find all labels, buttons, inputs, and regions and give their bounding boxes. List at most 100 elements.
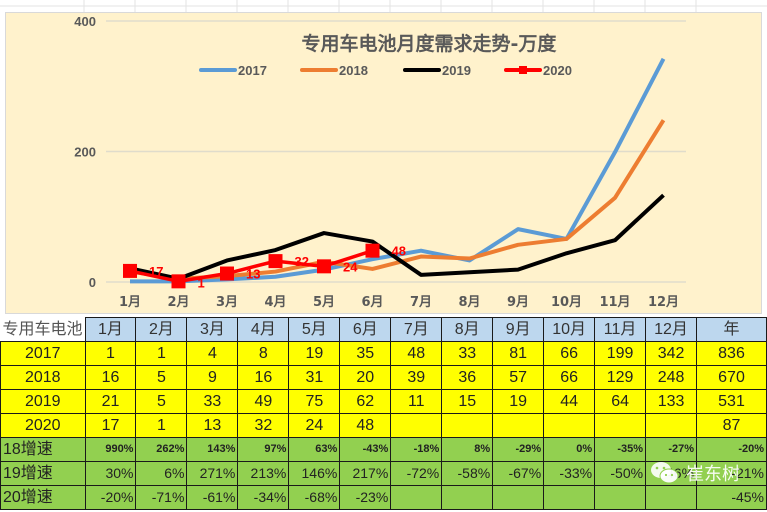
table-cell[interactable]: 1 (135, 413, 188, 438)
table-cell[interactable]: 75 (288, 389, 341, 414)
table-cell[interactable]: -23% (339, 485, 392, 510)
table-cell[interactable]: -33% (543, 461, 596, 486)
legend-item-2020[interactable]: 2020 (504, 63, 572, 78)
column-header[interactable]: 1月 (84, 317, 137, 342)
table-cell[interactable] (645, 485, 698, 510)
table-cell[interactable]: 87 (696, 413, 767, 438)
table-cell[interactable]: 36 (441, 365, 494, 390)
table-cell[interactable]: 8% (441, 437, 494, 462)
table-cell[interactable] (441, 413, 494, 438)
table-cell[interactable]: 531 (696, 389, 767, 414)
table-cell[interactable]: -35% (594, 437, 647, 462)
table-cell[interactable]: -72% (390, 461, 443, 486)
table-cell[interactable]: -61% (186, 485, 239, 510)
table-cell[interactable]: 133 (645, 389, 698, 414)
table-cell[interactable]: 248 (645, 365, 698, 390)
table-cell[interactable] (543, 485, 596, 510)
table-cell[interactable]: 342 (645, 341, 698, 366)
table-cell[interactable]: 670 (696, 365, 767, 390)
table-cell[interactable]: -20% (696, 437, 767, 462)
column-header[interactable]: 3月 (186, 317, 239, 342)
table-cell[interactable]: -18% (390, 437, 443, 462)
table-cell[interactable]: 63% (288, 437, 341, 462)
table-cell[interactable]: 66 (543, 365, 596, 390)
line-chart[interactable]: 0 200 400 1月 2月 3月 4月 5月 6月 7月 8月 9月 10月 11月 12月 专用车电池月… (5, 12, 762, 314)
table-cell[interactable]: 199 (594, 341, 647, 366)
table-cell[interactable]: 16 (84, 365, 137, 390)
table-cell[interactable]: 15 (441, 389, 494, 414)
table-cell[interactable]: 13 (186, 413, 239, 438)
column-header[interactable]: 7月 (390, 317, 443, 342)
table-cell[interactable]: 8 (237, 341, 290, 366)
table-cell[interactable]: 44 (543, 389, 596, 414)
table-cell[interactable]: 213% (237, 461, 290, 486)
column-header[interactable]: 8月 (441, 317, 494, 342)
table-cell[interactable]: 32 (237, 413, 290, 438)
table-cell[interactable] (594, 485, 647, 510)
table-cell[interactable]: 48 (339, 413, 392, 438)
column-header[interactable]: 12月 (645, 317, 698, 342)
table-cell[interactable]: 143% (186, 437, 239, 462)
table-cell[interactable]: 33 (186, 389, 239, 414)
table-cell[interactable]: 990% (84, 437, 137, 462)
table-cell[interactable]: 0% (543, 437, 596, 462)
table-cell[interactable] (645, 413, 698, 438)
table-cell[interactable]: 35 (339, 341, 392, 366)
table-cell[interactable]: 64 (594, 389, 647, 414)
column-header[interactable]: 11月 (594, 317, 647, 342)
column-header[interactable]: 年 (696, 317, 767, 342)
table-cell[interactable] (543, 413, 596, 438)
legend-item-2019[interactable]: 2019 (403, 63, 471, 78)
table-cell[interactable]: -50% (594, 461, 647, 486)
table-cell[interactable]: -34% (237, 485, 290, 510)
data-point-marker[interactable] (317, 259, 331, 274)
table-cell[interactable]: 11 (390, 389, 443, 414)
row-label[interactable]: 2019 (0, 389, 86, 414)
column-header[interactable]: 6月 (339, 317, 392, 342)
table-cell[interactable]: 5 (135, 389, 188, 414)
table-cell[interactable]: -45% (696, 485, 767, 510)
table-cell[interactable]: 30% (84, 461, 137, 486)
table-cell[interactable] (492, 413, 545, 438)
column-header[interactable]: 2月 (135, 317, 188, 342)
table-cell[interactable]: 5 (135, 365, 188, 390)
table-cell[interactable]: -21% (696, 461, 767, 486)
table-cell[interactable]: -71% (135, 485, 188, 510)
table-cell[interactable]: -27% (645, 437, 698, 462)
table-cell[interactable]: 16 (237, 365, 290, 390)
table-cell[interactable] (390, 485, 443, 510)
legend-item-2018[interactable]: 2018 (300, 63, 368, 78)
row-label[interactable]: 2017 (0, 341, 86, 366)
data-point-marker[interactable] (123, 263, 137, 278)
table-cell[interactable]: 24 (288, 413, 341, 438)
row-label[interactable]: 20增速 (0, 485, 86, 510)
column-header[interactable]: 5月 (288, 317, 341, 342)
row-label[interactable]: 19增速 (0, 461, 86, 486)
table-cell[interactable]: 4 (186, 341, 239, 366)
table-cell[interactable] (492, 485, 545, 510)
column-header[interactable]: 9月 (492, 317, 545, 342)
table-cell[interactable]: 19 (492, 389, 545, 414)
table-cell[interactable]: -58% (441, 461, 494, 486)
legend-item-2017[interactable]: 2017 (199, 63, 267, 78)
data-point-marker[interactable] (171, 274, 186, 289)
table-cell[interactable]: 39 (390, 365, 443, 390)
table-cell[interactable]: 9 (186, 365, 239, 390)
column-header[interactable]: 10月 (543, 317, 596, 342)
table-cell[interactable]: 31 (288, 365, 341, 390)
table-cell[interactable]: 129 (594, 365, 647, 390)
table-cell[interactable]: 20 (339, 365, 392, 390)
table-cell[interactable]: 217% (339, 461, 392, 486)
table-cell[interactable]: 146% (288, 461, 341, 486)
data-point-marker[interactable] (268, 254, 283, 269)
row-label[interactable]: 2020 (0, 413, 86, 438)
table-cell[interactable]: 19 (288, 341, 341, 366)
table-cell[interactable]: 17 (84, 413, 137, 438)
table-cell[interactable]: -46% (645, 461, 698, 486)
table-cell[interactable]: -68% (288, 485, 341, 510)
data-point-marker[interactable] (220, 266, 234, 281)
data-point-marker[interactable] (365, 243, 380, 258)
table-cell[interactable]: 262% (135, 437, 188, 462)
table-cell[interactable]: 21 (84, 389, 137, 414)
table-cell[interactable] (390, 413, 443, 438)
